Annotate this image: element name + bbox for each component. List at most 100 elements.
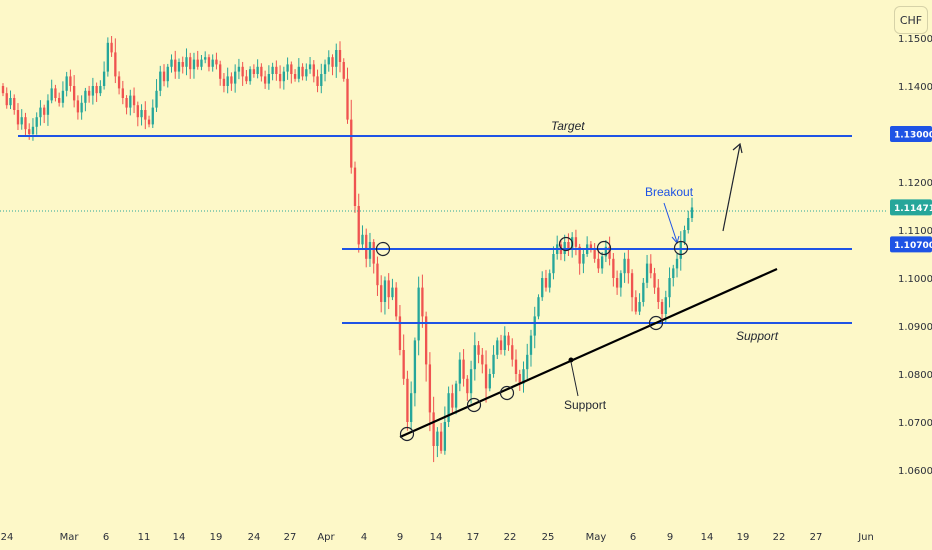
candle	[585, 236, 589, 257]
candle	[121, 80, 124, 105]
x-tick-label: 4	[361, 532, 367, 543]
candle	[361, 225, 364, 251]
x-tick-label: 14	[430, 532, 443, 543]
candle	[615, 270, 619, 295]
candle	[286, 57, 289, 80]
candle	[327, 50, 330, 72]
candle	[132, 87, 136, 114]
candle	[196, 50, 199, 70]
trend-support-line[interactable]	[399, 267, 778, 439]
candle	[252, 64, 256, 78]
candle	[657, 279, 660, 309]
candle	[125, 95, 128, 115]
candle	[91, 77, 95, 105]
x-tick-label: 6	[103, 532, 109, 543]
candle	[192, 52, 196, 79]
candle	[383, 276, 387, 315]
y-tick-label: 1.07000	[898, 418, 932, 429]
candle	[627, 249, 630, 284]
x-tick-label: 25	[542, 532, 555, 543]
candle	[129, 89, 132, 116]
candle	[248, 66, 252, 85]
candle	[376, 256, 379, 296]
candle	[481, 347, 484, 374]
candle	[387, 273, 390, 310]
support-label-pointer	[570, 361, 579, 397]
x-tick-label: 27	[810, 532, 823, 543]
candle	[642, 278, 645, 307]
candle	[533, 306, 536, 349]
candle	[174, 50, 177, 79]
candle	[200, 54, 203, 71]
price-axis[interactable]: 1.150001.140001.130001.120001.110001.100…	[898, 34, 932, 477]
marker-circle[interactable]	[375, 241, 391, 257]
candle	[436, 427, 439, 458]
breakout-label: Breakout	[645, 185, 694, 199]
candle	[556, 235, 559, 260]
marker-circle[interactable]	[673, 240, 689, 256]
candle	[529, 329, 533, 367]
candle	[185, 48, 188, 76]
y-tick-label: 1.11000	[898, 226, 932, 237]
candle	[316, 69, 319, 93]
candle	[582, 248, 585, 274]
x-tick-label: 19	[737, 532, 750, 543]
drawings	[0, 135, 888, 442]
candle	[147, 115, 151, 128]
x-tick-label: 9	[397, 532, 403, 543]
marker-circle[interactable]	[558, 236, 574, 252]
x-tick-label: 14	[173, 532, 186, 543]
candle	[391, 278, 394, 301]
candle	[604, 239, 608, 263]
candle	[50, 79, 53, 104]
candle	[106, 37, 110, 77]
candle	[357, 193, 360, 253]
candle	[323, 59, 327, 82]
candle	[679, 231, 682, 271]
candle	[46, 94, 50, 126]
time-axis[interactable]: 24 Mar 6 11 14 19 24 27 Apr 4 9 14 17 22 25 May 6 9 14 19 22…	[1, 532, 874, 543]
marker-circle[interactable]	[399, 426, 415, 442]
candle	[301, 63, 304, 81]
x-tick-label: 27	[284, 532, 297, 543]
candle	[432, 396, 435, 463]
candle	[20, 109, 23, 130]
marker-circle[interactable]	[596, 240, 612, 256]
candle	[473, 332, 476, 381]
candle	[541, 271, 544, 301]
candle	[181, 56, 184, 74]
marker-circle[interactable]	[466, 397, 482, 413]
marker-circle[interactable]	[499, 385, 515, 401]
candle	[503, 326, 506, 356]
candle	[563, 234, 566, 262]
price-badges: 1.13000 1.11471 1.10700	[890, 126, 932, 253]
candle	[230, 72, 233, 91]
candle	[511, 338, 514, 367]
candle	[9, 90, 12, 110]
candle	[484, 350, 488, 403]
candle	[567, 233, 570, 256]
candle	[308, 57, 312, 74]
x-tick-label: Mar	[60, 532, 80, 543]
candle	[1, 83, 5, 97]
candle	[660, 299, 664, 322]
candle	[492, 345, 495, 378]
candle	[290, 61, 293, 84]
trend-support-handle[interactable]	[568, 357, 574, 363]
candle	[462, 349, 465, 387]
y-tick-label: 1.09000	[898, 322, 932, 333]
candle	[43, 104, 46, 124]
candle	[600, 252, 604, 274]
x-tick-label: May	[586, 532, 607, 543]
candle	[31, 118, 35, 141]
candle	[24, 112, 27, 136]
candle	[61, 81, 65, 108]
candle	[638, 293, 641, 316]
candle	[653, 267, 656, 294]
y-tick-label: 1.12000	[898, 178, 932, 189]
candle	[305, 63, 308, 81]
currency-button[interactable]: CHF	[894, 6, 928, 34]
marker-circle[interactable]	[648, 315, 664, 331]
